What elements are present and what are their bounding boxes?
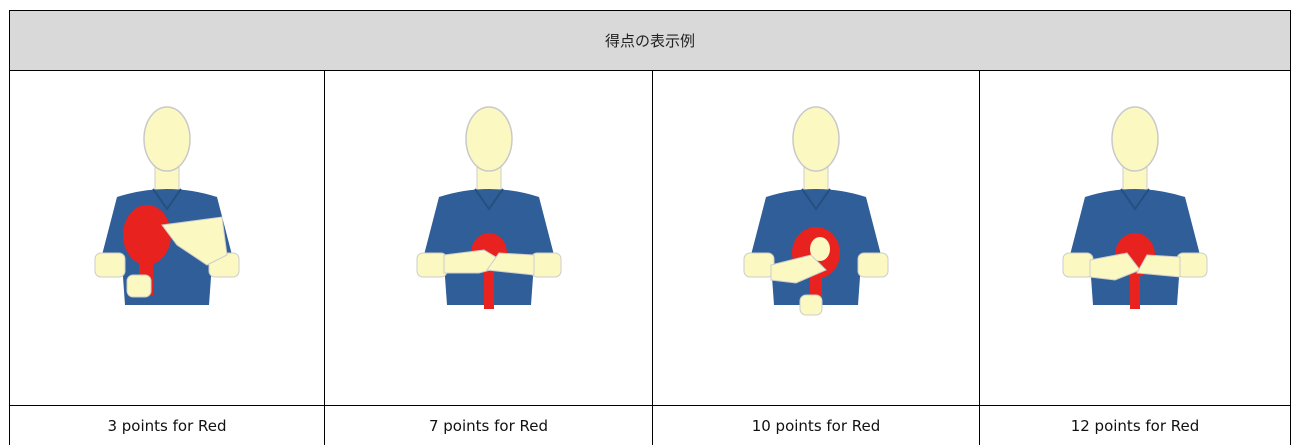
caption: 12 points for Red: [979, 405, 1291, 445]
caption: 7 points for Red: [324, 405, 653, 445]
figure: [716, 105, 916, 316]
image-cell: [979, 70, 1291, 406]
header-title: 得点の表示例: [9, 10, 1291, 71]
image-cell: [324, 70, 653, 406]
figure: [67, 105, 267, 345]
caption: 10 points for Red: [652, 405, 980, 445]
figure: [389, 105, 589, 309]
figure: [1035, 105, 1235, 309]
caption: 3 points for Red: [9, 405, 325, 445]
image-cell: [652, 70, 980, 406]
image-cell: [9, 70, 325, 406]
